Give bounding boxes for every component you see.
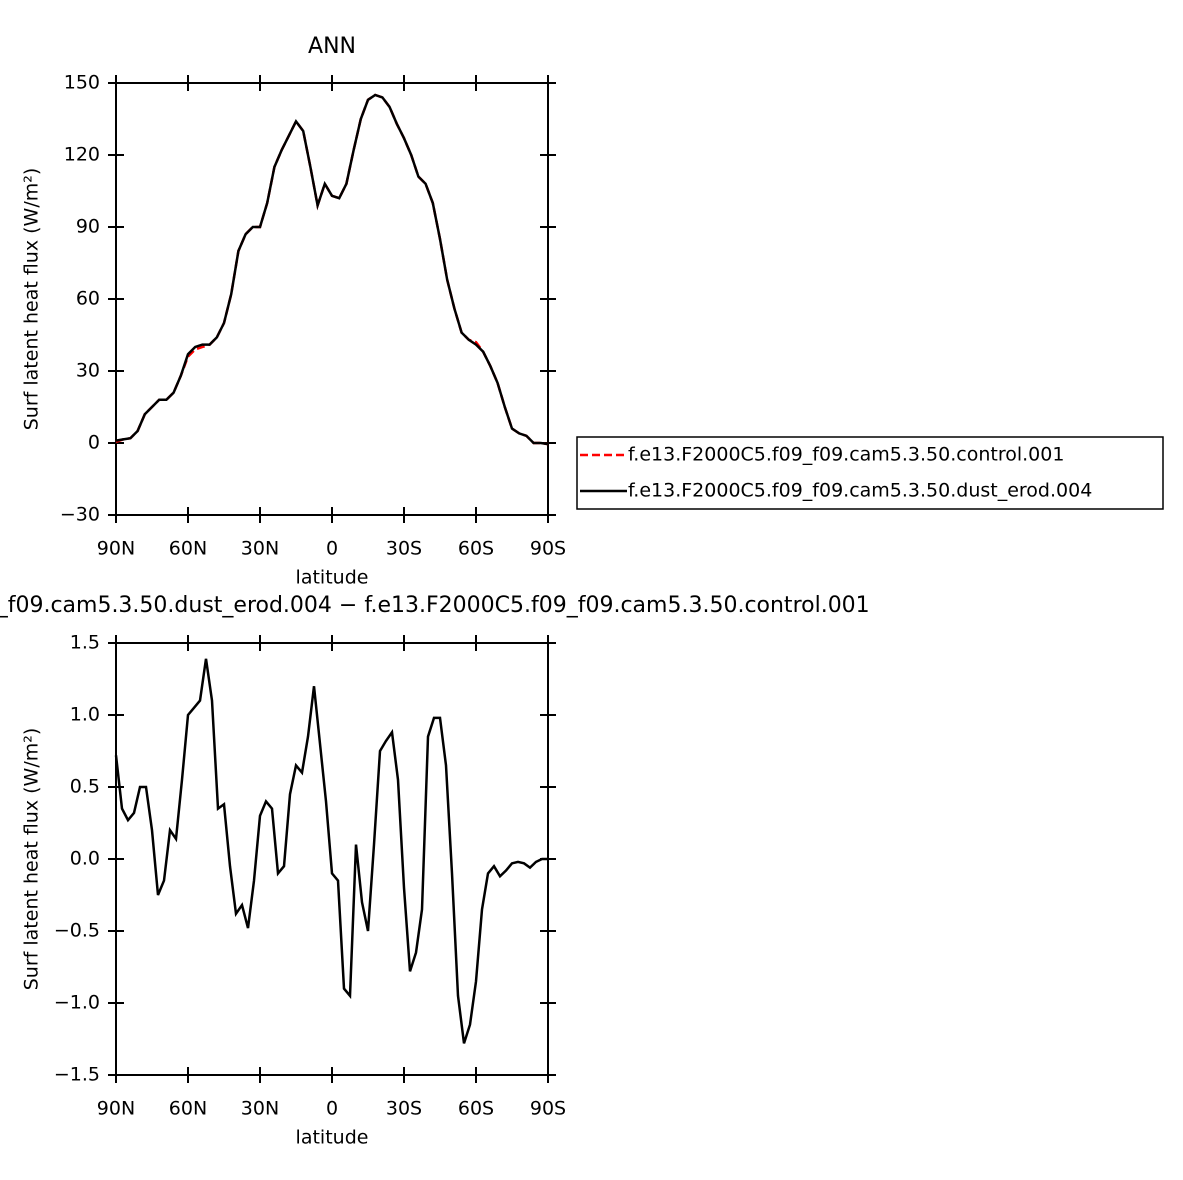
y-tick-label: −1.5 — [54, 1064, 100, 1086]
x-tick-label: 90S — [530, 538, 566, 560]
x-tick-label: 60N — [169, 1098, 207, 1120]
legend-box — [576, 436, 1164, 510]
x-tick-label: 60N — [169, 538, 207, 560]
x-tick-label: 90S — [530, 1098, 566, 1120]
y-tick-label: 1.0 — [70, 704, 100, 726]
x-tick-label: 90N — [97, 1098, 135, 1120]
data-line — [114, 658, 548, 1044]
legend-label: f.e13.F2000C5.f09_f09.cam5.3.50.control.… — [628, 444, 1064, 466]
data-line — [115, 93, 549, 446]
y-tick-label: 60 — [76, 288, 100, 310]
y-axis-label: Surf latent heat flux (W/m²) — [21, 728, 43, 991]
y-tick-label: 90 — [76, 216, 100, 238]
y-tick-label: −30 — [60, 504, 100, 526]
x-tick-label: 30S — [386, 538, 422, 560]
x-tick-label: 30N — [241, 538, 279, 560]
y-tick-label: 1.5 — [70, 632, 100, 654]
x-tick-label: 30S — [386, 1098, 422, 1120]
y-tick-label: 120 — [64, 144, 100, 166]
legend-label: f.e13.F2000C5.f09_f09.cam5.3.50.dust_ero… — [628, 480, 1092, 502]
y-tick-label: 150 — [64, 72, 100, 94]
y-tick-label: −1.0 — [54, 992, 100, 1014]
plot-frame — [115, 82, 549, 516]
chart-title: ANN — [308, 34, 356, 59]
x-tick-label: 90N — [97, 538, 135, 560]
x-tick-label: 30N — [241, 1098, 279, 1120]
y-tick-label: 30 — [76, 360, 100, 382]
x-tick-label: 0 — [326, 1098, 338, 1120]
x-tick-label: 60S — [458, 538, 494, 560]
y-tick-label: 0.0 — [70, 848, 100, 870]
y-tick-label: −0.5 — [54, 920, 100, 942]
x-tick-label: 60S — [458, 1098, 494, 1120]
data-line — [115, 93, 549, 446]
y-tick-label: 0.5 — [70, 776, 100, 798]
y-tick-label: 0 — [88, 432, 100, 454]
x-axis-label: latitude — [296, 567, 369, 589]
y-axis-label: Surf latent heat flux (W/m²) — [21, 168, 43, 431]
x-axis-label: latitude — [296, 1127, 369, 1149]
x-tick-label: 0 — [326, 538, 338, 560]
chart-title: f.e13.F2000C5.f09_f09.cam5.3.50.dust_ero… — [0, 593, 870, 618]
